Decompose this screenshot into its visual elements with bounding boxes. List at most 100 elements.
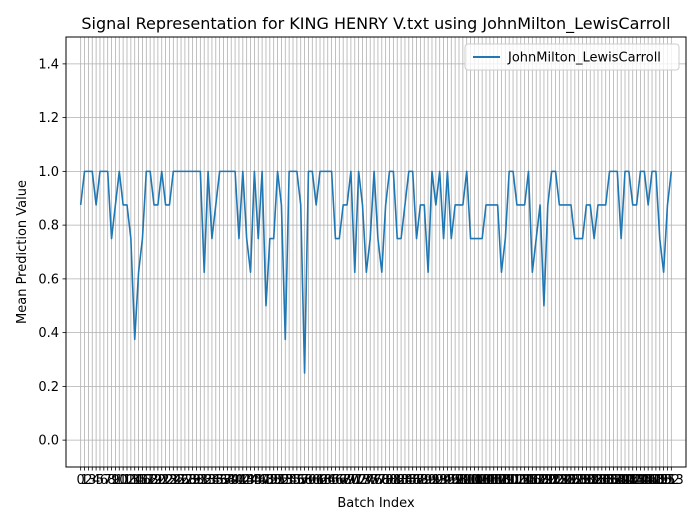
- x-tick-label: 53: [277, 473, 294, 488]
- x-tick-label: 82: [389, 473, 406, 488]
- x-tick-label: 35: [208, 473, 225, 488]
- x-tick-label: 150: [647, 473, 672, 488]
- x-tick-label: 79: [377, 473, 394, 488]
- y-axis-label: Mean Prediction Value: [15, 180, 30, 324]
- x-tick-label: 68: [335, 473, 352, 488]
- x-tick-label: 64: [319, 473, 336, 488]
- x-tick-label: 15: [130, 473, 147, 488]
- x-tick-label: 57: [292, 473, 309, 488]
- x-tick-label: 47: [254, 473, 271, 488]
- y-tick-label: 1.2: [38, 111, 59, 126]
- x-tick-label: 34: [204, 473, 221, 488]
- x-tick-label: 130: [570, 473, 595, 488]
- x-tick-label: 8: [107, 473, 115, 488]
- x-tick-label: 74: [358, 473, 375, 488]
- y-tick-label: 0.4: [38, 326, 59, 341]
- x-tick-label: 70: [343, 473, 360, 488]
- x-tick-label: 121: [535, 473, 560, 488]
- x-tick-label: 96: [443, 473, 460, 488]
- x-tick-label: 48: [258, 473, 275, 488]
- x-tick-label: 143: [620, 473, 645, 488]
- x-tick-label: 5: [96, 473, 104, 488]
- x-tick-label: 117: [520, 473, 545, 488]
- x-tick-label: 69: [339, 473, 356, 488]
- x-tick-label: 97: [447, 473, 464, 488]
- x-tick-label: 134: [586, 473, 611, 488]
- y-tick-label: 0.6: [38, 272, 59, 287]
- x-tick-label: 13: [123, 473, 140, 488]
- x-tick-label: 95: [439, 473, 456, 488]
- x-tick-label: 85: [401, 473, 418, 488]
- x-tick-label: 6: [100, 473, 108, 488]
- x-tick-label: 51: [269, 473, 286, 488]
- x-tick-label: 109: [489, 473, 514, 488]
- x-tick-label: 131: [574, 473, 599, 488]
- x-tick-label: 90: [420, 473, 437, 488]
- x-tick-label: 11: [115, 473, 132, 488]
- x-tick-label: 93: [431, 473, 448, 488]
- x-tick-label: 4: [92, 473, 100, 488]
- x-tick-label: 25: [169, 473, 186, 488]
- x-tick-label: 23: [161, 473, 178, 488]
- x-tick-label: 92: [428, 473, 445, 488]
- x-tick-label: 7: [104, 473, 112, 488]
- x-tick-label: 59: [300, 473, 317, 488]
- x-tick-label: 73: [354, 473, 371, 488]
- x-tick-label: 63: [316, 473, 333, 488]
- x-tick-label: 100: [454, 473, 479, 488]
- x-tick-label: 78: [374, 473, 391, 488]
- x-tick-label: 10: [111, 473, 128, 488]
- grid-lines: [66, 37, 686, 467]
- x-tick-label: 146: [632, 473, 657, 488]
- x-tick-label: 136: [593, 473, 618, 488]
- x-tick-label: 61: [308, 473, 325, 488]
- y-tick-label: 0.0: [38, 434, 59, 449]
- x-tick-label: 14: [126, 473, 143, 488]
- x-tick-label: 76: [366, 473, 383, 488]
- x-tick-label: 147: [636, 473, 661, 488]
- x-tick-label: 50: [265, 473, 282, 488]
- x-tick-label: 37: [215, 473, 232, 488]
- x-tick-label: 12: [119, 473, 136, 488]
- x-tick-label: 27: [177, 473, 194, 488]
- x-tick-label: 75: [362, 473, 379, 488]
- x-tick-label: 41: [231, 473, 248, 488]
- x-tick-label: 20: [150, 473, 167, 488]
- x-tick-label: 120: [532, 473, 557, 488]
- x-tick-label: 103: [466, 473, 491, 488]
- series-lines: [79, 170, 673, 374]
- x-tick-label: 46: [250, 473, 267, 488]
- x-tick-label: 77: [370, 473, 387, 488]
- x-tick-label: 66: [327, 473, 344, 488]
- y-tick-label: 0.2: [38, 380, 59, 395]
- x-tick-label: 137: [597, 473, 622, 488]
- x-axis-ticks: 0123456789101112131415161718192021222324…: [77, 467, 684, 488]
- x-tick-label: 2: [84, 473, 92, 488]
- x-tick-label: 24: [165, 473, 182, 488]
- x-tick-label: 135: [589, 473, 614, 488]
- x-tick-label: 140: [609, 473, 634, 488]
- x-tick-label: 56: [289, 473, 306, 488]
- x-tick-label: 142: [616, 473, 641, 488]
- x-tick-label: 102: [462, 473, 487, 488]
- x-tick-label: 67: [331, 473, 348, 488]
- x-tick-label: 118: [524, 473, 549, 488]
- x-tick-label: 26: [173, 473, 190, 488]
- x-tick-label: 31: [192, 473, 209, 488]
- chart-title: Signal Representation for KING HENRY V.t…: [81, 14, 670, 34]
- x-tick-label: 138: [601, 473, 626, 488]
- x-tick-label: 126: [555, 473, 580, 488]
- x-tick-label: 88: [412, 473, 429, 488]
- x-tick-label: 110: [493, 473, 518, 488]
- x-tick-label: 40: [227, 473, 244, 488]
- x-tick-label: 32: [196, 473, 213, 488]
- x-tick-label: 145: [628, 473, 653, 488]
- x-tick-label: 3: [88, 473, 96, 488]
- x-tick-label: 33: [200, 473, 217, 488]
- legend: JohnMilton_LewisCarroll: [464, 43, 680, 71]
- x-tick-label: 16: [134, 473, 151, 488]
- x-tick-label: 55: [285, 473, 302, 488]
- y-tick-label: 1.4: [38, 57, 59, 72]
- x-tick-label: 111: [497, 473, 522, 488]
